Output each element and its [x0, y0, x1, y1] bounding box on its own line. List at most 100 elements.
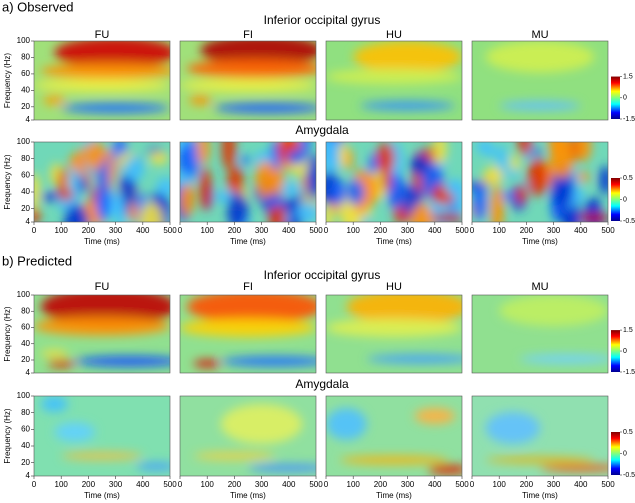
heat-blob: [280, 182, 301, 196]
heatmap: [34, 41, 170, 120]
heat-blob: [58, 189, 74, 201]
heat-blobs: [40, 396, 170, 471]
x-tick-label: 200: [374, 480, 388, 489]
y-axis-label: Frequency (Hz): [3, 306, 12, 361]
x-tick-label: 400: [428, 226, 442, 235]
y-tick-label: 100: [17, 137, 31, 146]
x-tick-label: 0: [32, 226, 37, 235]
heat-blob: [248, 464, 316, 472]
plot-frame: [33, 294, 171, 374]
x-tick-label: 0: [178, 480, 183, 489]
x-tick-label: 500: [601, 226, 615, 235]
y-tick-label: 100: [17, 290, 31, 299]
colorbar-tick-label: 1.5: [623, 73, 633, 80]
heat-blob: [139, 202, 164, 222]
heat-blob: [326, 408, 367, 440]
heat-blobs: [34, 295, 170, 368]
plot-frame: [179, 141, 317, 223]
heat-blob: [485, 41, 595, 73]
x-tick-label: 300: [109, 480, 123, 489]
heat-blob: [326, 318, 462, 338]
x-tick-label: 400: [428, 480, 442, 489]
plot-frame: [325, 40, 463, 121]
heat-blob: [414, 408, 456, 424]
x-tick-label: 400: [574, 480, 588, 489]
y-tick-label: 100: [17, 391, 31, 400]
heat-blob: [382, 161, 392, 192]
heat-blob: [199, 167, 212, 212]
heat-blob: [40, 63, 170, 79]
heat-blob: [361, 215, 370, 222]
heat-blob: [95, 183, 110, 222]
x-axis-label: Time (ms): [230, 237, 266, 246]
heat-blob: [578, 213, 608, 222]
y-tick-label: 40: [21, 441, 30, 450]
x-tick-label: 200: [228, 226, 242, 235]
y-tick-label: 60: [21, 170, 30, 179]
colorbar-tick-label: 0.5: [623, 429, 633, 436]
x-tick-label: 0: [324, 226, 329, 235]
condition-title: HU: [386, 29, 402, 41]
x-tick-label: 400: [282, 480, 296, 489]
y-tick-label: 4: [26, 115, 31, 124]
heat-blobs: [485, 41, 595, 111]
y-tick-label: 20: [21, 355, 30, 364]
heatmap: [472, 142, 608, 222]
heat-blob: [501, 192, 518, 201]
heatmap: [34, 295, 170, 373]
y-axis-label: Frequency (Hz): [3, 408, 12, 463]
plot-frame: [33, 40, 171, 121]
heat-blob: [360, 173, 378, 207]
condition-title: HU: [386, 281, 402, 293]
heatmap: [326, 396, 462, 476]
heat-blob: [180, 318, 316, 338]
heat-blob: [286, 150, 307, 165]
x-tick-label: 400: [136, 226, 150, 235]
x-axis-label: Time (ms): [376, 491, 412, 500]
heat-blob: [54, 422, 96, 442]
heatmap: [34, 142, 170, 222]
plot-frame: [471, 395, 609, 477]
heat-blobs: [34, 142, 170, 222]
x-tick-label: 200: [374, 226, 388, 235]
colorbar-tick-label: 0: [623, 196, 627, 203]
condition-title: FU: [95, 29, 110, 41]
row-title: Inferior occipital gyrus: [264, 13, 381, 27]
x-tick-label: 500: [163, 480, 177, 489]
heat-blob: [214, 102, 316, 114]
heat-blob: [34, 78, 170, 92]
heat-blob: [398, 213, 412, 222]
heat-blob: [40, 396, 68, 412]
colorbar: [611, 178, 620, 221]
x-tick-label: 400: [574, 226, 588, 235]
y-tick-label: 20: [21, 102, 30, 111]
heat-blob: [61, 102, 170, 114]
heatmap: [180, 142, 316, 222]
x-tick-label: 500: [309, 226, 323, 235]
x-axis-label: Time (ms): [376, 237, 412, 246]
heat-blob: [483, 146, 498, 157]
plot-frame: [325, 141, 463, 223]
heat-blob: [428, 464, 462, 475]
colorbar: [611, 76, 620, 119]
x-tick-label: 0: [324, 480, 329, 489]
heat-blob: [338, 142, 348, 168]
x-tick-label: 0: [178, 226, 183, 235]
heat-blob: [411, 202, 434, 222]
x-tick-label: 200: [520, 480, 534, 489]
y-tick-label: 60: [21, 424, 30, 433]
y-tick-label: 80: [21, 408, 30, 417]
heat-blob: [433, 142, 447, 166]
heat-blob: [64, 204, 89, 222]
colorbar-tick-label: 0: [623, 95, 627, 102]
heatmap: [180, 41, 316, 120]
heat-blob: [180, 177, 195, 218]
x-tick-label: 100: [347, 480, 361, 489]
x-axis-label: Time (ms): [84, 491, 120, 500]
heat-blobs: [326, 295, 462, 364]
x-tick-label: 500: [601, 480, 615, 489]
x-tick-label: 300: [109, 226, 123, 235]
x-tick-label: 100: [55, 226, 69, 235]
heat-blob: [196, 142, 210, 166]
x-tick-label: 100: [493, 226, 507, 235]
